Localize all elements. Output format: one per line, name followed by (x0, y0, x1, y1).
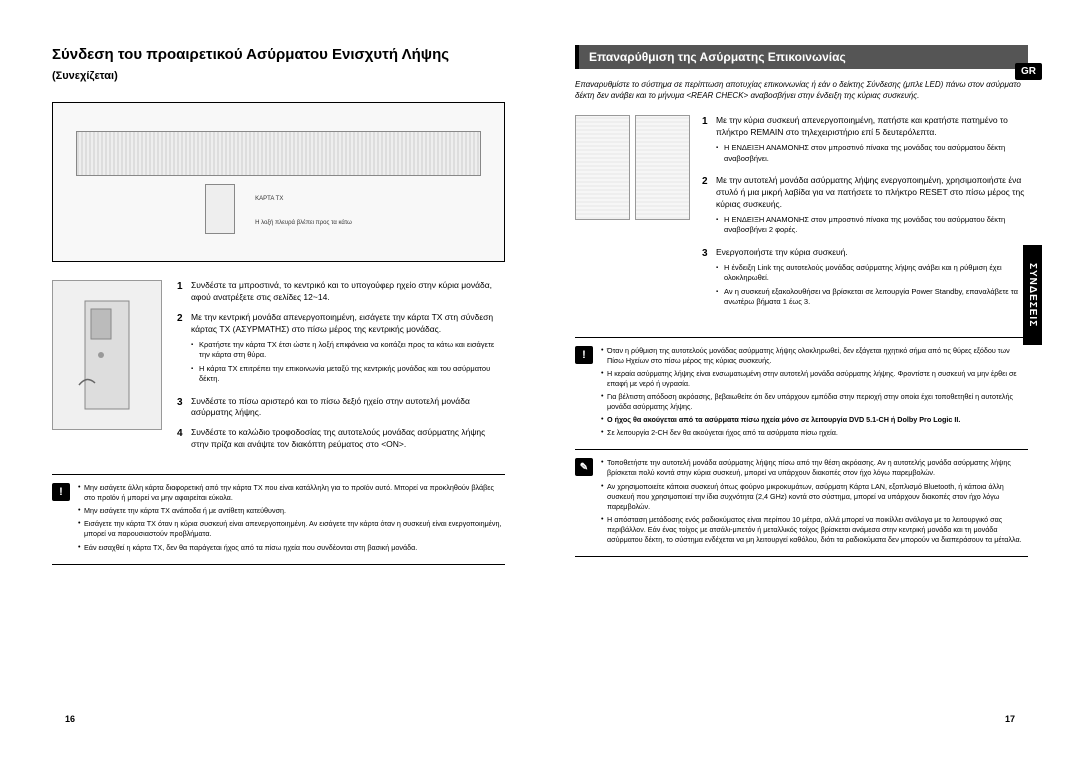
intro-text: Επαναρυθμίστε το σύστημα σε περίπτωση απ… (575, 79, 1028, 101)
section-title: Επαναρύθμιση της Ασύρματης Επικοινωνίας (575, 45, 1028, 69)
tip-item: Η απόσταση μετάδοσης ενός ραδιοκύματος ε… (601, 515, 1028, 545)
step-body: Με την αυτοτελή μονάδα ασύρματης λήψης ε… (716, 175, 1028, 239)
sub-bullet: Αν η συσκευή εξακολουθήσει να βρίσκεται … (716, 287, 1028, 308)
step-text: Ενεργοποιήστε την κύρια συσκευή. (716, 247, 848, 257)
right-content-row: 1 Με την κύρια συσκευή απενεργοποιημένη,… (575, 115, 1028, 318)
warning-icon (575, 346, 593, 364)
receiver-illustration-col (52, 280, 162, 459)
left-page: Σύνδεση του προαιρετικού Ασύρματου Ενισχ… (30, 45, 540, 739)
step-item: 2 Με την αυτοτελή μονάδα ασύρματης λήψης… (702, 175, 1028, 239)
right-steps-col: 1 Με την κύρια συσκευή απενεργοποιημένη,… (702, 115, 1028, 318)
tip-block: Τοποθετήστε την αυτοτελή μονάδα ασύρματη… (575, 450, 1028, 557)
right-step-list: 1 Με την κύρια συσκευή απενεργοποιημένη,… (702, 115, 1028, 310)
tip-item: Τοποθετήστε την αυτοτελή μονάδα ασύρματη… (601, 458, 1028, 478)
page-number-left: 16 (65, 714, 75, 724)
step-body: Συνδέστε τα μπροστινά, το κεντρικό και τ… (191, 280, 505, 304)
step-item: 2 Με την κεντρική μονάδα απενεργοποιημέν… (177, 312, 505, 388)
sub-bullets: Η ΕΝΔΕΙΞΗ ΑΝΑΜΟΝΗΣ στον μπροστινό πίνακα… (716, 215, 1028, 236)
sub-bullets: Η ΕΝΔΕΙΞΗ ΑΝΑΜΟΝΗΣ στον μπροστινό πίνακα… (716, 143, 1028, 164)
warning-item-bold: Ο ήχος θα ακούγεται από τα ασύρματα πίσω… (607, 415, 960, 424)
receiver-rear-illustration (635, 115, 690, 220)
step-number: 1 (177, 280, 191, 304)
step-number: 3 (702, 247, 716, 311)
device-rear-diagram: ΚΑΡΤΑ TX Η λοξή πλευρά βλέπει προς τα κά… (52, 102, 505, 262)
title-sub: (Συνεχίζεται) (52, 70, 118, 82)
right-page: GR ΣΥΝΔΕΣΕΙΣ Επαναρύθμιση της Ασύρματης … (540, 45, 1050, 739)
step-item: 3 Ενεργοποιήστε την κύρια συσκευή. Η ένδ… (702, 247, 1028, 311)
tip-item: Αν χρησιμοποιείτε κάποια συσκευή όπως φο… (601, 482, 1028, 512)
receiver-front-illustration (575, 115, 630, 220)
step-item: 1 Συνδέστε τα μπροστινά, το κεντρικό και… (177, 280, 505, 304)
right-illustration-col (575, 115, 690, 318)
sub-bullet: Η ΕΝΔΕΙΞΗ ΑΝΑΜΟΝΗΣ στον μπροστινό πίνακα… (716, 143, 1028, 164)
page-spread: Σύνδεση του προαιρετικού Ασύρματου Ενισχ… (0, 0, 1080, 769)
warning-item: Σε λειτουργία 2-CH δεν θα ακούγεται ήχος… (601, 428, 1028, 438)
bevel-note: Η λοξή πλευρά βλέπει προς τα κάτω (255, 220, 352, 226)
step-body: Με την κεντρική μονάδα απενεργοποιημένη,… (191, 312, 505, 388)
caution-list: Μην εισάγετε άλλη κάρτα διαφορετική από … (78, 483, 505, 555)
step-number: 4 (177, 427, 191, 451)
main-title: Σύνδεση του προαιρετικού Ασύρματου Ενισχ… (52, 45, 505, 84)
step-number: 3 (177, 396, 191, 420)
language-badge: GR (1015, 63, 1042, 80)
caution-item: Εισάγετε την κάρτα TX όταν η κύρια συσκε… (78, 519, 505, 539)
warning-item: Ο ήχος θα ακούγεται από τα ασύρματα πίσω… (601, 415, 1028, 425)
step-item: 3 Συνδέστε το πίσω αριστερό και το πίσω … (177, 396, 505, 420)
title-text: Σύνδεση του προαιρετικού Ασύρματου Ενισχ… (52, 46, 449, 63)
step-body: Ενεργοποιήστε την κύρια συσκευή. Η ένδει… (716, 247, 1028, 311)
caution-block: Μην εισάγετε άλλη κάρτα διαφορετική από … (52, 474, 505, 564)
caution-item: Εάν εισαχθεί η κάρτα TX, δεν θα παράγετα… (78, 543, 505, 553)
step-body: Συνδέστε το πίσω αριστερό και το πίσω δε… (191, 396, 505, 420)
step-text: Με την κεντρική μονάδα απενεργοποιημένη,… (191, 312, 493, 334)
warning-list: Όταν η ρύθμιση της αυτοτελούς μονάδας ασ… (601, 346, 1028, 442)
warning-block: Όταν η ρύθμιση της αυτοτελούς μονάδας ασ… (575, 337, 1028, 451)
step-number: 2 (177, 312, 191, 388)
step-item: 4 Συνδέστε το καλώδιο τροφοδοσίας της αυ… (177, 427, 505, 451)
step-body: Με την κύρια συσκευή απενεργοποιημένη, π… (716, 115, 1028, 167)
sub-bullets: Η ένδειξη Link της αυτοτελούς μονάδας ασ… (716, 263, 1028, 308)
sub-bullets: Κρατήστε την κάρτα TX έτσι ώστε η λοξή ε… (191, 340, 505, 385)
caution-item: Μην εισάγετε την κάρτα TX ανάποδα ή με α… (78, 506, 505, 516)
page-number-right: 17 (1005, 714, 1015, 724)
tip-list: Τοποθετήστε την αυτοτελή μονάδα ασύρματη… (601, 458, 1028, 548)
step-number: 2 (702, 175, 716, 239)
step-body: Συνδέστε το καλώδιο τροφοδοσίας της αυτο… (191, 427, 505, 451)
sub-bullet: Η κάρτα TX επιτρέπει την επικοινωνία μετ… (191, 364, 505, 385)
sub-bullet: Η ΕΝΔΕΙΞΗ ΑΝΑΜΟΝΗΣ στον μπροστινό πίνακα… (716, 215, 1028, 236)
rear-panel-illustration (76, 131, 482, 176)
tx-card-illustration (205, 184, 235, 234)
warning-item: Όταν η ρύθμιση της αυτοτελούς μονάδας ασ… (601, 346, 1028, 366)
sub-bullet: Η ένδειξη Link της αυτοτελούς μονάδας ασ… (716, 263, 1028, 284)
step-item: 1 Με την κύρια συσκευή απενεργοποιημένη,… (702, 115, 1028, 167)
left-steps-col: 1 Συνδέστε τα μπροστινά, το κεντρικό και… (177, 280, 505, 459)
caution-item: Μην εισάγετε άλλη κάρτα διαφορετική από … (78, 483, 505, 503)
left-step-list: 1 Συνδέστε τα μπροστινά, το κεντρικό και… (177, 280, 505, 451)
tip-icon (575, 458, 593, 476)
step-number: 1 (702, 115, 716, 167)
tx-card-label: ΚΑΡΤΑ TX (255, 196, 352, 202)
warning-item: Η κεραία ασύρματης λήψης είναι ενσωματωμ… (601, 369, 1028, 389)
caution-icon (52, 483, 70, 501)
sub-bullet: Κρατήστε την κάρτα TX έτσι ώστε η λοξή ε… (191, 340, 505, 361)
left-content-row: 1 Συνδέστε τα μπροστινά, το κεντρικό και… (52, 280, 505, 459)
warning-item: Για βέλτιστη απόδοση ακρόασης, βεβαιωθεί… (601, 392, 1028, 412)
step-text: Με την κύρια συσκευή απενεργοποιημένη, π… (716, 115, 1008, 137)
step-text: Με την αυτοτελή μονάδα ασύρματης λήψης ε… (716, 175, 1024, 209)
wireless-receiver-illustration (52, 280, 162, 430)
